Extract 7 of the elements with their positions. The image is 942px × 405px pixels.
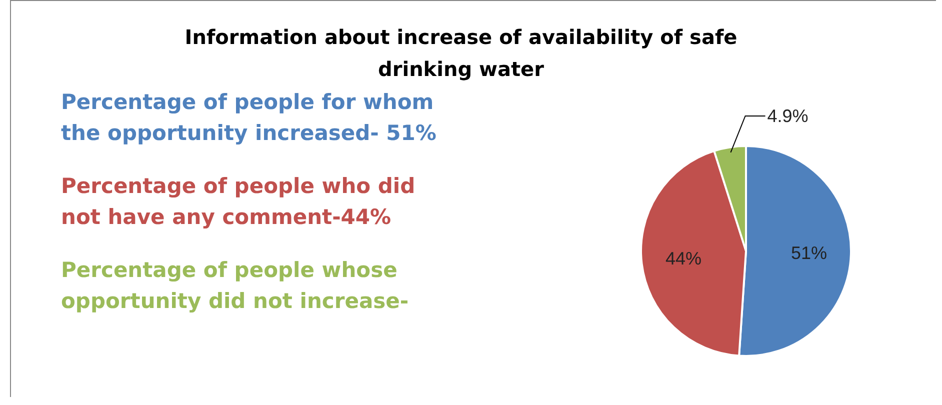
data-label: 44% [665,248,702,269]
text: Percentage of people who did not have any comment-44% [61,173,416,231]
text: Percentage of people for whom the opportunity increased- 51% [61,89,438,147]
text: Percentage of people whose opportunity did not increase- [61,257,410,315]
text: Information about increase of availability of safe drinking water [184,24,738,83]
data-label: 51% [790,243,827,264]
data-label: 4.9% [767,106,808,126]
